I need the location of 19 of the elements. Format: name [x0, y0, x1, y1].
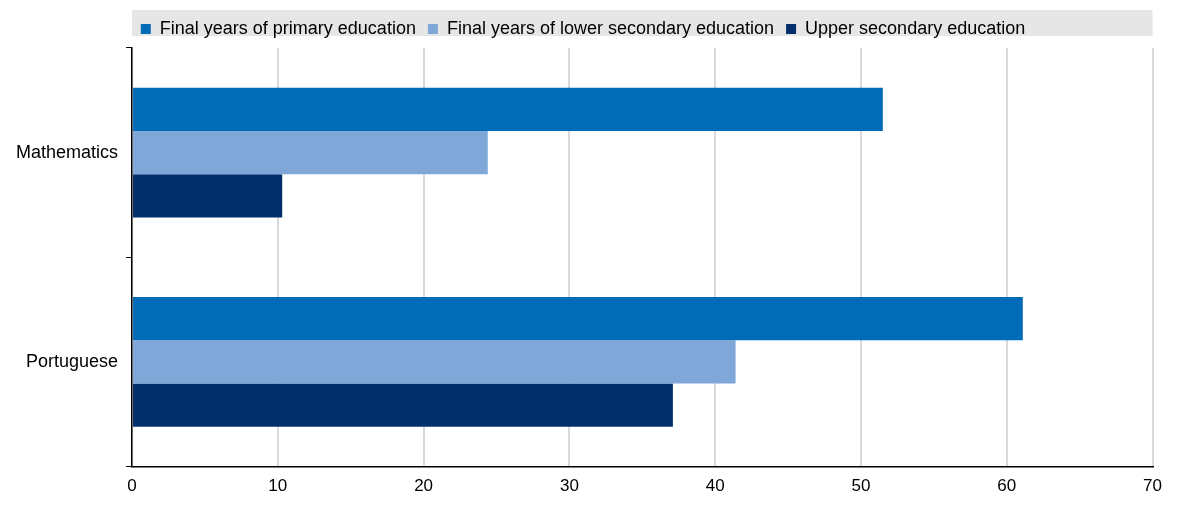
bar: [133, 174, 283, 218]
x-tick-label: 40: [705, 476, 725, 496]
x-tick-label: 20: [414, 476, 434, 496]
bar: [133, 87, 883, 132]
x-tick-label: 0: [127, 476, 137, 496]
x-tick-label: 60: [997, 476, 1017, 496]
bar: [133, 383, 673, 427]
x-tick-label: 30: [559, 476, 579, 496]
legend-label: Final years of primary education: [159, 17, 416, 38]
bar: [133, 297, 1023, 341]
bar: [133, 340, 736, 384]
y-tick-label: Portuguese: [25, 350, 119, 371]
x-tick-label: 70: [1143, 476, 1163, 496]
x-tick-label: 10: [268, 476, 288, 496]
y-tick-label: Mathematics: [15, 141, 119, 162]
x-tick-label: 50: [851, 476, 871, 496]
legend-label: Final years of lower secondary education: [446, 17, 775, 38]
legend-label: Upper secondary education: [805, 17, 1026, 38]
bar: [133, 131, 488, 175]
